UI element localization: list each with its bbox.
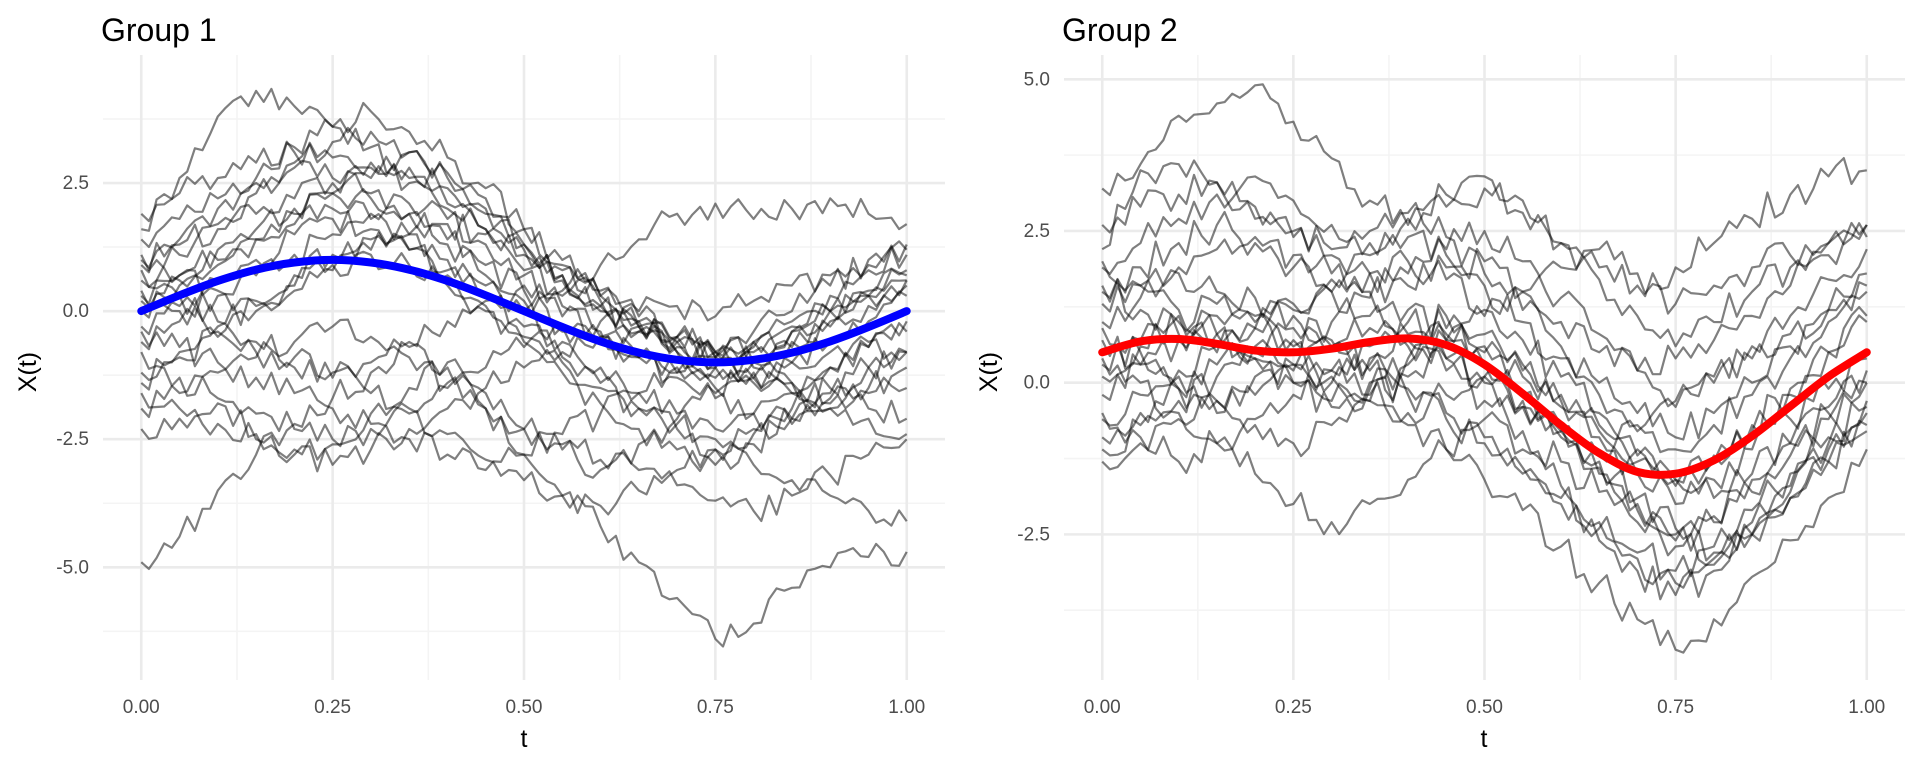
x-tick-label: 0.00 [123, 697, 160, 718]
trajectory-line [1101, 210, 1868, 463]
trajectory-line [140, 193, 908, 430]
trajectory-line [1101, 159, 1868, 376]
trajectory-line [1101, 229, 1868, 454]
y-tick-label: 2.5 [1024, 221, 1050, 242]
trajectory-line [140, 318, 908, 473]
trajectory-line [1101, 317, 1868, 557]
x-tick-label: 1.00 [888, 697, 925, 718]
trajectory-line [140, 267, 908, 383]
mean-line [137, 255, 911, 367]
trajectory-line [140, 279, 908, 472]
trajectory-line [140, 150, 908, 367]
trajectory-line [1101, 83, 1867, 298]
x-tick-label: 0.25 [314, 697, 351, 718]
trajectory-line [140, 269, 907, 516]
mean-line [1098, 334, 1871, 479]
trajectory-line [1101, 286, 1868, 581]
x-tick-label: 0.50 [506, 697, 543, 718]
trajectory-line [1101, 221, 1868, 408]
trajectory-line [140, 162, 908, 393]
x-axis-ticks: 0.00 0.25 0.50 0.75 1.00 [123, 697, 925, 718]
panel-title: Group 2 [1062, 12, 1178, 48]
y-axis-ticks: -5.0 -2.5 0.0 2.5 [56, 173, 89, 578]
x-axis-title: t [521, 725, 528, 753]
trajectory-line [140, 318, 908, 523]
y-tick-label: 0.0 [63, 301, 89, 322]
x-tick-label: 0.00 [1084, 697, 1121, 718]
trajectory-line [1101, 174, 1868, 348]
panel-group-2: Group 2 -2.5 0.0 2.5 5.0 0.00 0.25 0.50 0.75 1.… [975, 12, 1905, 753]
x-tick-label: 0.50 [1466, 697, 1503, 718]
y-tick-label: 5.0 [1024, 69, 1050, 90]
y-axis-title: X(t) [14, 352, 42, 392]
trajectory-line [1101, 322, 1868, 601]
trajectory-line [1101, 173, 1868, 441]
y-tick-label: 0.0 [1024, 373, 1050, 394]
trajectory-line [140, 188, 908, 398]
trajectory-line [140, 140, 907, 366]
y-tick-label: -2.5 [56, 429, 89, 450]
panel-group-1: Group 1 -5.0 -2.5 0.0 2.5 0.00 0.25 0.50 0.75 1… [14, 12, 945, 753]
mean-curve [137, 255, 911, 367]
trajectory-line [140, 213, 908, 359]
y-tick-label: 2.5 [63, 173, 89, 194]
x-axis-title: t [1481, 725, 1488, 753]
x-tick-label: 0.75 [1657, 697, 1694, 718]
trajectory-line [140, 245, 908, 448]
mean-curve [1098, 334, 1871, 479]
trajectory-line [141, 87, 908, 296]
trajectory-line [1101, 249, 1868, 484]
y-axis-title: X(t) [975, 352, 1003, 392]
panel-title: Group 1 [101, 12, 217, 48]
x-tick-label: 1.00 [1848, 697, 1885, 718]
x-tick-label: 0.75 [697, 697, 734, 718]
y-axis-ticks: -2.5 0.0 2.5 5.0 [1017, 69, 1050, 545]
y-tick-label: -2.5 [1017, 524, 1050, 545]
trajectory-line [140, 235, 908, 527]
x-tick-label: 0.25 [1275, 697, 1312, 718]
grid [103, 55, 945, 680]
x-axis-ticks: 0.00 0.25 0.50 0.75 1.00 [1084, 697, 1886, 718]
y-tick-label: -5.0 [56, 557, 89, 578]
